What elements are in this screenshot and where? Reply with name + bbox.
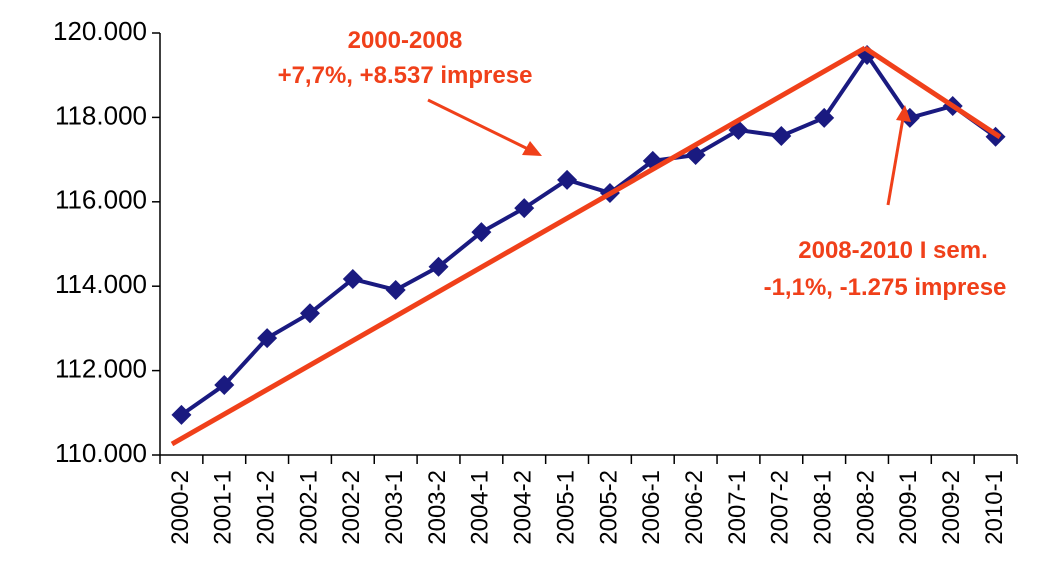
marker [214,374,235,395]
arrow [886,117,905,206]
marker [471,222,492,243]
y-tick-label: 110.000 [55,438,147,468]
marker [557,169,578,190]
annotations: 2000-2008 +7,7%, +8.537 imprese 2008-201… [278,27,1007,301]
marker [257,328,278,349]
x-tick-label: 2004-2 [510,470,537,545]
trend-line [170,45,867,447]
x-tick-label: 2000-2 [167,470,194,545]
x-tick-label: 2008-2 [852,470,879,545]
y-tick-label: 118.000 [55,100,147,130]
y-tick-label: 116.000 [55,185,147,215]
x-tick-label: 2005-2 [595,470,622,545]
x-tick-label: 2005-1 [552,470,579,545]
y-tick-label: 120.000 [53,16,147,46]
marker [514,198,535,219]
x-tick-label: 2003-1 [381,470,408,545]
x-tick-label: 2006-2 [681,470,708,545]
annotation: 2000-2008 [348,27,463,54]
marker [342,269,363,290]
marker [171,404,192,425]
marker [814,107,835,128]
x-tick-label: 2004-1 [467,470,494,545]
x-tick-label: 2002-1 [295,470,322,545]
x-tick-label: 2009-2 [938,470,965,545]
annotation: 2008-2010 I sem. [798,237,987,264]
trend-line [863,45,1002,140]
x-tick-label: 2009-1 [895,470,922,545]
series-line [180,52,997,417]
marker [385,279,406,300]
x-tick-label: 2010-1 [981,470,1008,545]
x-tick-label: 2006-1 [638,470,665,545]
x-tick-label: 2003-2 [424,470,451,545]
marker [428,256,449,277]
x-tick-label: 2002-2 [338,470,365,545]
x-tick-label: 2001-1 [210,470,237,545]
trend-lines [170,45,1002,447]
annotation: +7,7%, +8.537 imprese [278,62,533,89]
marker [299,303,320,324]
x-tick-label: 2007-1 [724,470,751,545]
y-tick-label: 112.000 [55,353,147,383]
annotation: -1,1%, -1.275 imprese [764,274,1007,301]
marker [771,125,792,146]
arrow-head [522,141,542,156]
x-tick-label: 2007-2 [767,470,794,545]
arrow-head [896,105,911,122]
arrow [427,98,531,152]
y-tick-label: 114.000 [55,269,147,299]
x-tick-label: 2001-2 [252,470,279,545]
x-tick-label: 2008-1 [810,470,837,545]
